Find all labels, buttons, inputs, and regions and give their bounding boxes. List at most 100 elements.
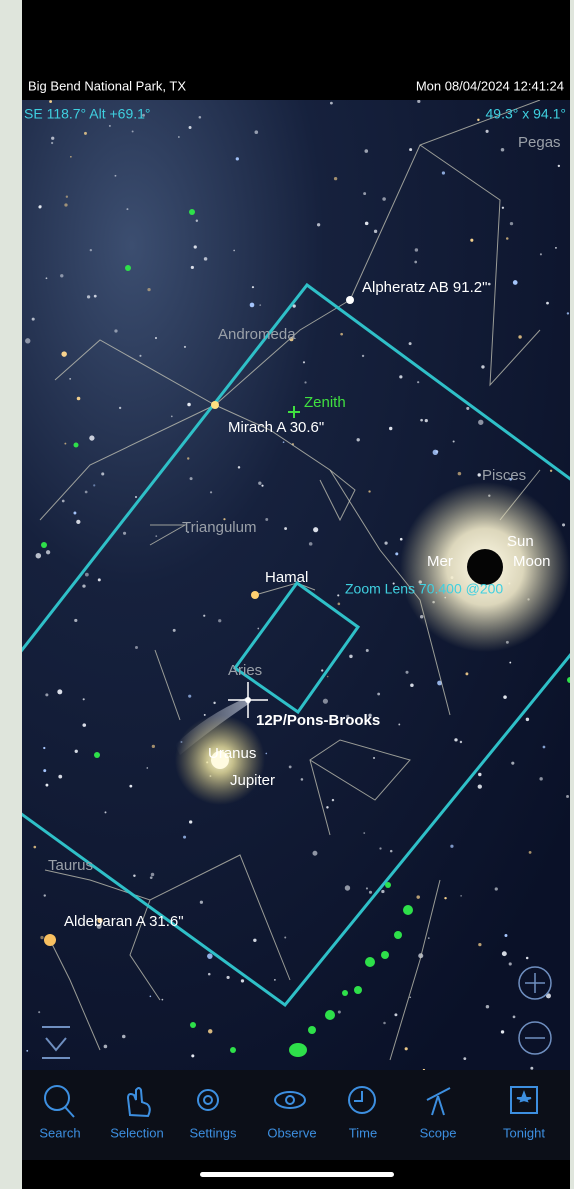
star (31, 317, 35, 321)
star (60, 274, 64, 278)
constellation-label: Pisces (482, 467, 526, 484)
search-icon[interactable] (44, 1085, 75, 1118)
star (478, 772, 482, 777)
constellation-label: Andromeda (218, 326, 296, 343)
star (258, 481, 262, 485)
star (316, 223, 321, 227)
star (122, 531, 127, 535)
observe-icon[interactable] (274, 1091, 306, 1109)
constellation-label: Taurus (48, 857, 93, 874)
settings-icon[interactable] (197, 1089, 219, 1111)
deep-sky-objects (41, 209, 570, 1057)
star (254, 130, 259, 135)
star (382, 197, 386, 201)
mirach[interactable] (211, 401, 219, 409)
star (398, 723, 401, 726)
star (155, 535, 158, 537)
star (142, 113, 145, 117)
star (139, 354, 142, 357)
star (331, 798, 335, 802)
star (134, 496, 138, 499)
zoom-out[interactable] (518, 1021, 552, 1055)
toolbar (22, 1070, 570, 1160)
star (89, 248, 93, 252)
star (198, 115, 202, 119)
star (84, 490, 88, 494)
star (441, 171, 446, 175)
alpheratz[interactable] (346, 296, 354, 304)
star (549, 469, 553, 472)
star (170, 415, 173, 418)
constellation-label: Aries (228, 662, 262, 679)
constellation-line (39, 404, 216, 521)
star (384, 541, 388, 545)
star (326, 806, 329, 809)
zoom-in[interactable] (518, 966, 552, 1000)
home-indicator[interactable] (200, 1172, 394, 1177)
scope-fov (22, 282, 570, 1008)
star (213, 701, 216, 705)
star (365, 648, 369, 652)
star (340, 332, 343, 336)
star (73, 511, 77, 515)
star (69, 377, 72, 380)
star (392, 582, 395, 585)
star (76, 396, 81, 401)
star (363, 192, 367, 196)
star (432, 449, 438, 456)
star (199, 900, 203, 904)
star (183, 835, 187, 839)
star (218, 619, 222, 623)
star (183, 345, 187, 348)
star (501, 206, 505, 209)
star (487, 282, 491, 286)
star (477, 473, 481, 477)
star (424, 418, 428, 423)
moon-disk[interactable] (467, 549, 503, 585)
star (251, 286, 255, 289)
star (274, 979, 276, 981)
star (265, 518, 269, 521)
scope-icon[interactable] (426, 1087, 451, 1116)
star (84, 572, 89, 577)
star (76, 519, 81, 524)
star (193, 245, 197, 249)
star (147, 288, 151, 292)
star (70, 155, 72, 158)
pointing: SE 118.7° Alt +69.1° (24, 106, 151, 122)
star (104, 811, 107, 814)
zoom-lens-label: Zoom Lens 70.400 @200 (345, 581, 503, 597)
star (389, 426, 393, 431)
star (82, 584, 86, 588)
star (25, 338, 31, 344)
horizon-toggle[interactable] (42, 1026, 70, 1059)
star (427, 937, 430, 939)
star (557, 164, 561, 168)
hamal[interactable] (251, 591, 259, 599)
aldebaran[interactable] (44, 934, 56, 946)
star (379, 847, 382, 850)
planet-label: Moon (513, 553, 551, 570)
star (45, 693, 49, 697)
tonight-icon[interactable] (510, 1086, 538, 1114)
star (103, 1044, 108, 1049)
star (240, 979, 245, 983)
star (337, 602, 341, 606)
star (97, 578, 101, 582)
constellation-line (309, 739, 411, 836)
time-icon[interactable] (348, 1086, 376, 1114)
star (237, 466, 241, 469)
star (505, 237, 509, 240)
star (383, 1021, 386, 1025)
jupiter[interactable] (211, 751, 229, 769)
star (45, 550, 51, 555)
star (405, 670, 409, 674)
star (265, 752, 268, 755)
star (300, 778, 304, 781)
constellation-label: Pegas (518, 134, 561, 151)
star (416, 895, 420, 899)
star (539, 253, 542, 256)
star (539, 777, 543, 781)
selection-icon[interactable] (126, 1087, 151, 1118)
